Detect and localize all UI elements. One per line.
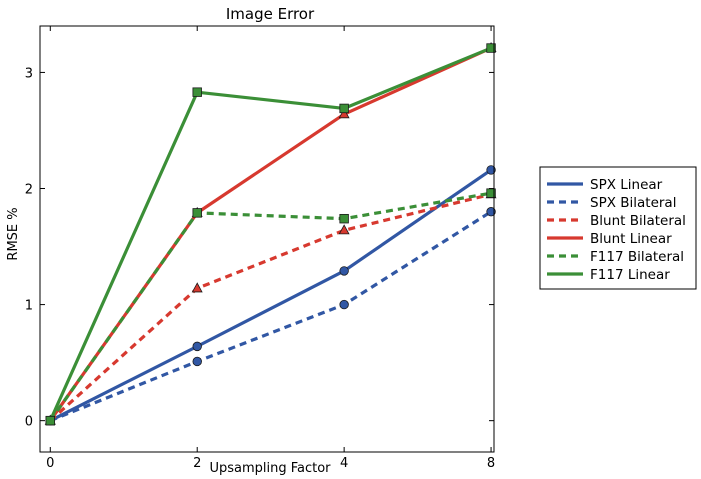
legend-frame: [539, 166, 697, 290]
y-tick-label: 2: [25, 183, 33, 198]
series-line: [48, 191, 492, 422]
data-point: [192, 87, 202, 97]
legend-label: Blunt Linear: [590, 231, 672, 247]
data-point: [192, 341, 202, 352]
data-point: [45, 415, 55, 426]
data-point: [339, 213, 349, 224]
series-f117-linear: [45, 43, 496, 426]
data-point: [338, 108, 350, 119]
data-point: [338, 224, 350, 235]
legend-label: Blunt Bilateral: [590, 213, 686, 229]
series-spx-bilateral: [45, 207, 496, 426]
x-tick-label: 8: [487, 456, 495, 471]
legend-label: F117 Bilateral: [590, 249, 684, 265]
x-tick-label: 4: [340, 456, 348, 471]
series-line: [49, 210, 492, 423]
data-point: [339, 299, 349, 310]
data-point: [192, 356, 202, 367]
y-tick-label: 3: [25, 66, 33, 81]
x-tick-label: 2: [193, 456, 201, 471]
y-tick-label: 1: [25, 299, 33, 314]
chart-title: Image Error: [226, 5, 315, 23]
legend: SPX Linear SPX Bilateral Blunt Bilateral Bl…: [539, 166, 697, 290]
data-point: [486, 165, 496, 175]
data-point: [486, 43, 496, 53]
x-axis-label: Upsampling Factor: [209, 461, 331, 476]
data-point: [486, 188, 496, 198]
data-point: [339, 103, 349, 114]
plot-frame: [39, 25, 495, 453]
data-point: [192, 208, 202, 218]
series-line: [48, 46, 492, 422]
data-point: [191, 282, 203, 293]
y-axis-label: RMSE %: [6, 207, 21, 260]
data-point: [486, 207, 496, 217]
series-line: [49, 192, 492, 422]
y-tick-label: 0: [25, 415, 33, 430]
legend-label: F117 Linear: [590, 267, 670, 283]
series-line: [48, 46, 492, 422]
data-point: [339, 266, 349, 276]
legend-label: SPX Linear: [590, 177, 663, 193]
series-line: [49, 168, 492, 423]
x-tick-label: 0: [46, 456, 54, 471]
legend-label: SPX Bilateral: [590, 195, 676, 211]
plot-area: 0 2 4 8 0 1 2 3: [25, 26, 497, 471]
